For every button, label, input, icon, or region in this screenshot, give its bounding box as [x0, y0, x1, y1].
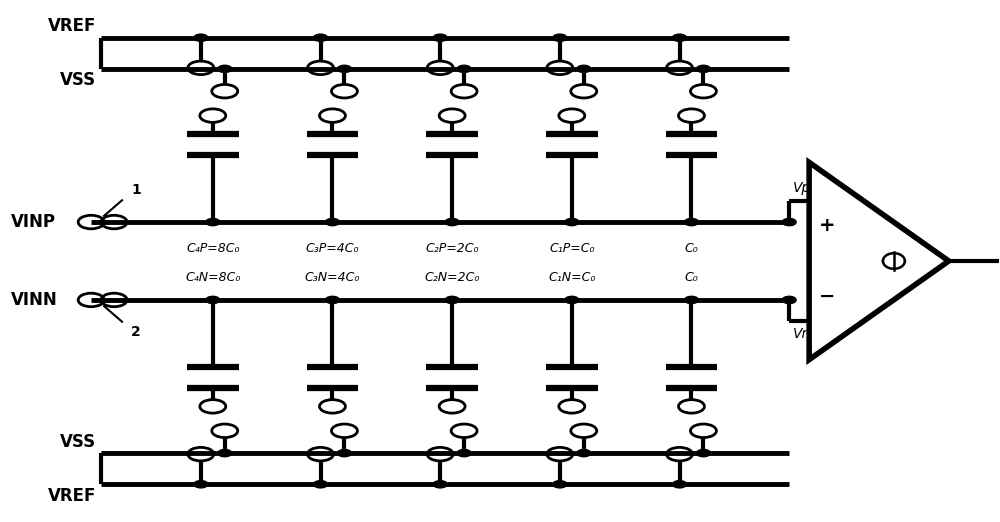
Circle shape [696, 65, 710, 73]
Text: C₁N=C₀: C₁N=C₀ [548, 271, 595, 284]
Circle shape [325, 296, 339, 304]
Text: Vp: Vp [793, 181, 811, 195]
Circle shape [206, 296, 220, 304]
Circle shape [577, 449, 591, 457]
Circle shape [325, 218, 339, 226]
Text: VINP: VINP [11, 213, 56, 231]
Circle shape [673, 34, 686, 41]
Circle shape [445, 218, 459, 226]
Circle shape [433, 34, 447, 41]
Circle shape [457, 449, 471, 457]
Text: VREF: VREF [48, 17, 96, 35]
Text: −: − [819, 287, 835, 306]
Circle shape [782, 296, 796, 304]
Text: C₄N=8C₀: C₄N=8C₀ [185, 271, 240, 284]
Circle shape [218, 449, 232, 457]
Circle shape [684, 296, 698, 304]
Text: 1: 1 [131, 183, 141, 197]
Circle shape [565, 296, 579, 304]
Circle shape [577, 65, 591, 73]
Text: C₃P=4C₀: C₃P=4C₀ [306, 242, 359, 255]
Circle shape [696, 449, 710, 457]
Circle shape [684, 218, 698, 226]
Circle shape [553, 34, 567, 41]
Circle shape [206, 218, 220, 226]
Text: Vn: Vn [793, 327, 811, 341]
Text: C₁P=C₀: C₁P=C₀ [549, 242, 595, 255]
Text: C₀: C₀ [685, 242, 698, 255]
Circle shape [194, 34, 208, 41]
Circle shape [314, 481, 327, 488]
Text: 2: 2 [131, 325, 141, 339]
Circle shape [553, 481, 567, 488]
Circle shape [673, 481, 686, 488]
Circle shape [314, 34, 327, 41]
Text: VINN: VINN [11, 291, 58, 309]
Text: VSS: VSS [60, 72, 96, 89]
Text: C₂P=2C₀: C₂P=2C₀ [425, 242, 479, 255]
Text: C₃N=4C₀: C₃N=4C₀ [305, 271, 360, 284]
Text: VSS: VSS [60, 433, 96, 450]
Text: VREF: VREF [48, 487, 96, 505]
Circle shape [218, 65, 232, 73]
Circle shape [565, 218, 579, 226]
Circle shape [445, 296, 459, 304]
Circle shape [457, 65, 471, 73]
Text: C₀: C₀ [685, 271, 698, 284]
Text: C₂N=2C₀: C₂N=2C₀ [424, 271, 480, 284]
Text: +: + [819, 216, 836, 235]
Circle shape [337, 65, 351, 73]
Circle shape [433, 481, 447, 488]
Circle shape [782, 218, 796, 226]
Text: C₄P=8C₀: C₄P=8C₀ [186, 242, 240, 255]
Circle shape [194, 481, 208, 488]
Circle shape [337, 449, 351, 457]
